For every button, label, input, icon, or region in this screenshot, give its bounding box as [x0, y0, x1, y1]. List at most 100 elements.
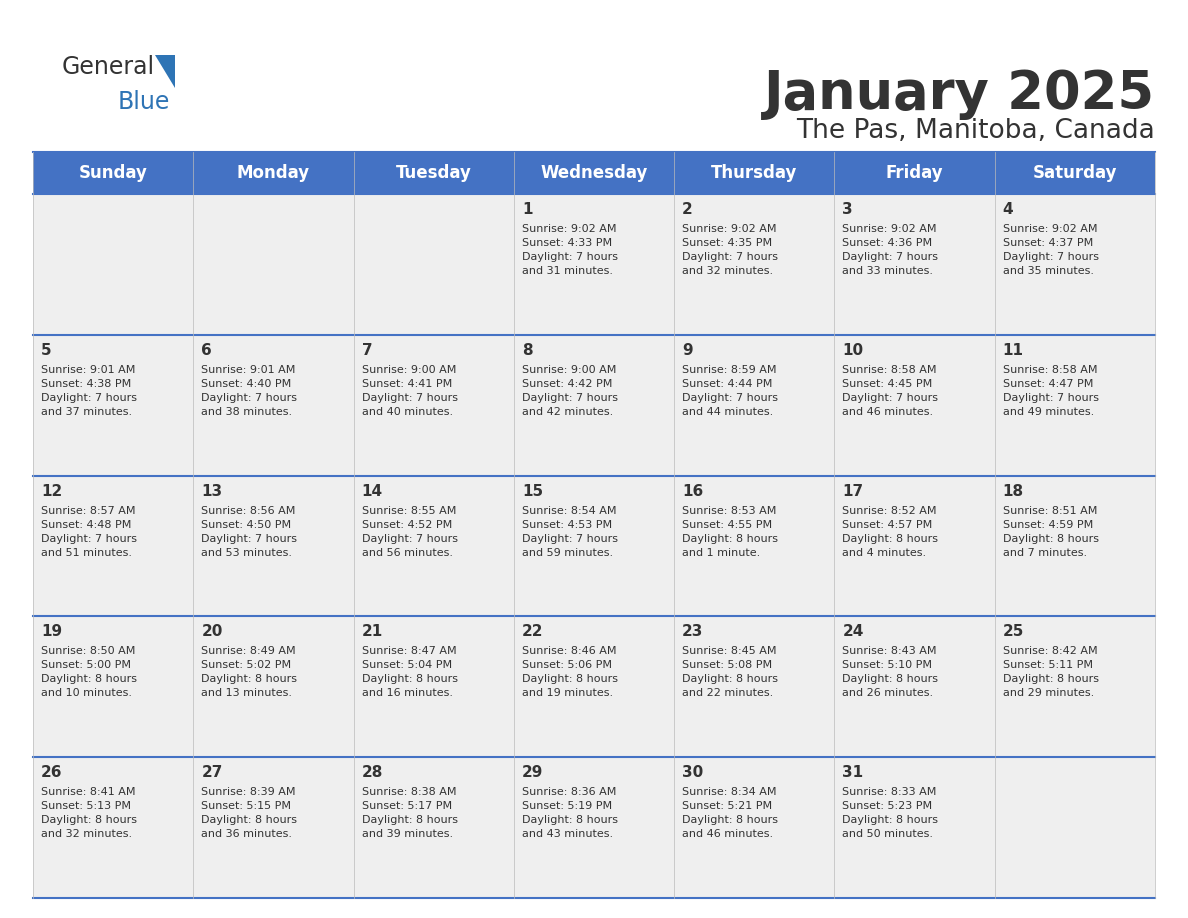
Bar	[33, 476, 194, 616]
Bar	[33, 335, 194, 476]
Text: 21: 21	[361, 624, 383, 640]
Text: Sunrise: 9:00 AM
Sunset: 4:42 PM
Daylight: 7 hours
and 42 minutes.: Sunrise: 9:00 AM Sunset: 4:42 PM Dayligh…	[522, 364, 618, 417]
Text: Sunrise: 8:41 AM
Sunset: 5:13 PM
Daylight: 8 hours
and 32 minutes.: Sunrise: 8:41 AM Sunset: 5:13 PM Dayligh…	[42, 788, 137, 839]
Text: 14: 14	[361, 484, 383, 498]
Text: 30: 30	[682, 766, 703, 780]
Bar	[994, 335, 1155, 476]
Text: 7: 7	[361, 342, 372, 358]
Bar	[834, 476, 994, 616]
Bar	[194, 757, 354, 898]
Text: 11: 11	[1003, 342, 1024, 358]
Bar	[194, 616, 354, 757]
Text: Sunrise: 8:43 AM
Sunset: 5:10 PM
Daylight: 8 hours
and 26 minutes.: Sunrise: 8:43 AM Sunset: 5:10 PM Dayligh…	[842, 646, 939, 699]
Text: Sunrise: 8:49 AM
Sunset: 5:02 PM
Daylight: 8 hours
and 13 minutes.: Sunrise: 8:49 AM Sunset: 5:02 PM Dayligh…	[201, 646, 297, 699]
Text: Sunrise: 8:46 AM
Sunset: 5:06 PM
Daylight: 8 hours
and 19 minutes.: Sunrise: 8:46 AM Sunset: 5:06 PM Dayligh…	[522, 646, 618, 699]
Text: 13: 13	[201, 484, 222, 498]
Text: 8: 8	[522, 342, 532, 358]
Text: 12: 12	[42, 484, 62, 498]
Text: Sunrise: 8:39 AM
Sunset: 5:15 PM
Daylight: 8 hours
and 36 minutes.: Sunrise: 8:39 AM Sunset: 5:15 PM Dayligh…	[201, 788, 297, 839]
Bar	[514, 616, 674, 757]
Text: Sunrise: 8:45 AM
Sunset: 5:08 PM
Daylight: 8 hours
and 22 minutes.: Sunrise: 8:45 AM Sunset: 5:08 PM Dayligh…	[682, 646, 778, 699]
Text: Monday: Monday	[236, 164, 310, 182]
Text: Sunrise: 8:57 AM
Sunset: 4:48 PM
Daylight: 7 hours
and 51 minutes.: Sunrise: 8:57 AM Sunset: 4:48 PM Dayligh…	[42, 506, 137, 557]
Text: 10: 10	[842, 342, 864, 358]
Text: Sunrise: 8:51 AM
Sunset: 4:59 PM
Daylight: 8 hours
and 7 minutes.: Sunrise: 8:51 AM Sunset: 4:59 PM Dayligh…	[1003, 506, 1099, 557]
Bar	[994, 616, 1155, 757]
Polygon shape	[154, 55, 175, 88]
Text: Wednesday: Wednesday	[541, 164, 647, 182]
Text: Sunrise: 8:53 AM
Sunset: 4:55 PM
Daylight: 8 hours
and 1 minute.: Sunrise: 8:53 AM Sunset: 4:55 PM Dayligh…	[682, 506, 778, 557]
Text: Sunrise: 8:36 AM
Sunset: 5:19 PM
Daylight: 8 hours
and 43 minutes.: Sunrise: 8:36 AM Sunset: 5:19 PM Dayligh…	[522, 788, 618, 839]
Bar	[354, 335, 514, 476]
Text: Sunrise: 8:34 AM
Sunset: 5:21 PM
Daylight: 8 hours
and 46 minutes.: Sunrise: 8:34 AM Sunset: 5:21 PM Dayligh…	[682, 788, 778, 839]
Text: Sunrise: 8:50 AM
Sunset: 5:00 PM
Daylight: 8 hours
and 10 minutes.: Sunrise: 8:50 AM Sunset: 5:00 PM Dayligh…	[42, 646, 137, 699]
Bar	[994, 194, 1155, 335]
Text: Sunrise: 8:59 AM
Sunset: 4:44 PM
Daylight: 7 hours
and 44 minutes.: Sunrise: 8:59 AM Sunset: 4:44 PM Dayligh…	[682, 364, 778, 417]
Text: 22: 22	[522, 624, 543, 640]
Text: The Pas, Manitoba, Canada: The Pas, Manitoba, Canada	[796, 118, 1155, 144]
Text: 17: 17	[842, 484, 864, 498]
Text: Sunrise: 8:47 AM
Sunset: 5:04 PM
Daylight: 8 hours
and 16 minutes.: Sunrise: 8:47 AM Sunset: 5:04 PM Dayligh…	[361, 646, 457, 699]
Bar	[514, 194, 674, 335]
Bar	[354, 476, 514, 616]
Bar	[194, 194, 354, 335]
Text: 26: 26	[42, 766, 63, 780]
Text: 5: 5	[42, 342, 51, 358]
Text: Sunrise: 8:58 AM
Sunset: 4:45 PM
Daylight: 7 hours
and 46 minutes.: Sunrise: 8:58 AM Sunset: 4:45 PM Dayligh…	[842, 364, 939, 417]
Text: 4: 4	[1003, 202, 1013, 217]
Text: Sunrise: 9:00 AM
Sunset: 4:41 PM
Daylight: 7 hours
and 40 minutes.: Sunrise: 9:00 AM Sunset: 4:41 PM Dayligh…	[361, 364, 457, 417]
Text: 18: 18	[1003, 484, 1024, 498]
Text: Tuesday: Tuesday	[396, 164, 472, 182]
Text: Sunrise: 8:54 AM
Sunset: 4:53 PM
Daylight: 7 hours
and 59 minutes.: Sunrise: 8:54 AM Sunset: 4:53 PM Dayligh…	[522, 506, 618, 557]
Text: General: General	[62, 55, 156, 79]
Bar	[194, 476, 354, 616]
Text: 1: 1	[522, 202, 532, 217]
Bar	[514, 335, 674, 476]
Bar	[834, 616, 994, 757]
Bar	[834, 194, 994, 335]
Bar	[33, 152, 1155, 194]
Text: Sunrise: 9:02 AM
Sunset: 4:37 PM
Daylight: 7 hours
and 35 minutes.: Sunrise: 9:02 AM Sunset: 4:37 PM Dayligh…	[1003, 224, 1099, 276]
Text: Sunrise: 9:01 AM
Sunset: 4:38 PM
Daylight: 7 hours
and 37 minutes.: Sunrise: 9:01 AM Sunset: 4:38 PM Dayligh…	[42, 364, 137, 417]
Bar	[674, 194, 834, 335]
Text: 29: 29	[522, 766, 543, 780]
Text: Friday: Friday	[886, 164, 943, 182]
Text: Sunrise: 8:58 AM
Sunset: 4:47 PM
Daylight: 7 hours
and 49 minutes.: Sunrise: 8:58 AM Sunset: 4:47 PM Dayligh…	[1003, 364, 1099, 417]
Bar	[674, 616, 834, 757]
Text: Sunrise: 8:52 AM
Sunset: 4:57 PM
Daylight: 8 hours
and 4 minutes.: Sunrise: 8:52 AM Sunset: 4:57 PM Dayligh…	[842, 506, 939, 557]
Text: Sunday: Sunday	[78, 164, 147, 182]
Bar	[33, 194, 194, 335]
Text: 25: 25	[1003, 624, 1024, 640]
Text: Sunrise: 8:55 AM
Sunset: 4:52 PM
Daylight: 7 hours
and 56 minutes.: Sunrise: 8:55 AM Sunset: 4:52 PM Dayligh…	[361, 506, 457, 557]
Text: 3: 3	[842, 202, 853, 217]
Text: Sunrise: 8:42 AM
Sunset: 5:11 PM
Daylight: 8 hours
and 29 minutes.: Sunrise: 8:42 AM Sunset: 5:11 PM Dayligh…	[1003, 646, 1099, 699]
Text: 28: 28	[361, 766, 383, 780]
Text: 23: 23	[682, 624, 703, 640]
Text: 19: 19	[42, 624, 62, 640]
Bar	[514, 757, 674, 898]
Text: Blue: Blue	[118, 90, 170, 114]
Bar	[194, 335, 354, 476]
Bar	[834, 335, 994, 476]
Bar	[354, 757, 514, 898]
Bar	[33, 757, 194, 898]
Text: Sunrise: 9:01 AM
Sunset: 4:40 PM
Daylight: 7 hours
and 38 minutes.: Sunrise: 9:01 AM Sunset: 4:40 PM Dayligh…	[201, 364, 297, 417]
Bar	[674, 476, 834, 616]
Text: January 2025: January 2025	[764, 68, 1155, 120]
Bar	[994, 476, 1155, 616]
Bar	[354, 194, 514, 335]
Bar	[674, 335, 834, 476]
Bar	[33, 616, 194, 757]
Text: 27: 27	[201, 766, 222, 780]
Text: Sunrise: 9:02 AM
Sunset: 4:36 PM
Daylight: 7 hours
and 33 minutes.: Sunrise: 9:02 AM Sunset: 4:36 PM Dayligh…	[842, 224, 939, 276]
Text: Sunrise: 9:02 AM
Sunset: 4:35 PM
Daylight: 7 hours
and 32 minutes.: Sunrise: 9:02 AM Sunset: 4:35 PM Dayligh…	[682, 224, 778, 276]
Text: 24: 24	[842, 624, 864, 640]
Bar	[834, 757, 994, 898]
Text: Sunrise: 9:02 AM
Sunset: 4:33 PM
Daylight: 7 hours
and 31 minutes.: Sunrise: 9:02 AM Sunset: 4:33 PM Dayligh…	[522, 224, 618, 276]
Bar	[994, 757, 1155, 898]
Text: Sunrise: 8:38 AM
Sunset: 5:17 PM
Daylight: 8 hours
and 39 minutes.: Sunrise: 8:38 AM Sunset: 5:17 PM Dayligh…	[361, 788, 457, 839]
Text: 6: 6	[201, 342, 211, 358]
Text: Sunrise: 8:33 AM
Sunset: 5:23 PM
Daylight: 8 hours
and 50 minutes.: Sunrise: 8:33 AM Sunset: 5:23 PM Dayligh…	[842, 788, 939, 839]
Text: 2: 2	[682, 202, 693, 217]
Bar	[354, 616, 514, 757]
